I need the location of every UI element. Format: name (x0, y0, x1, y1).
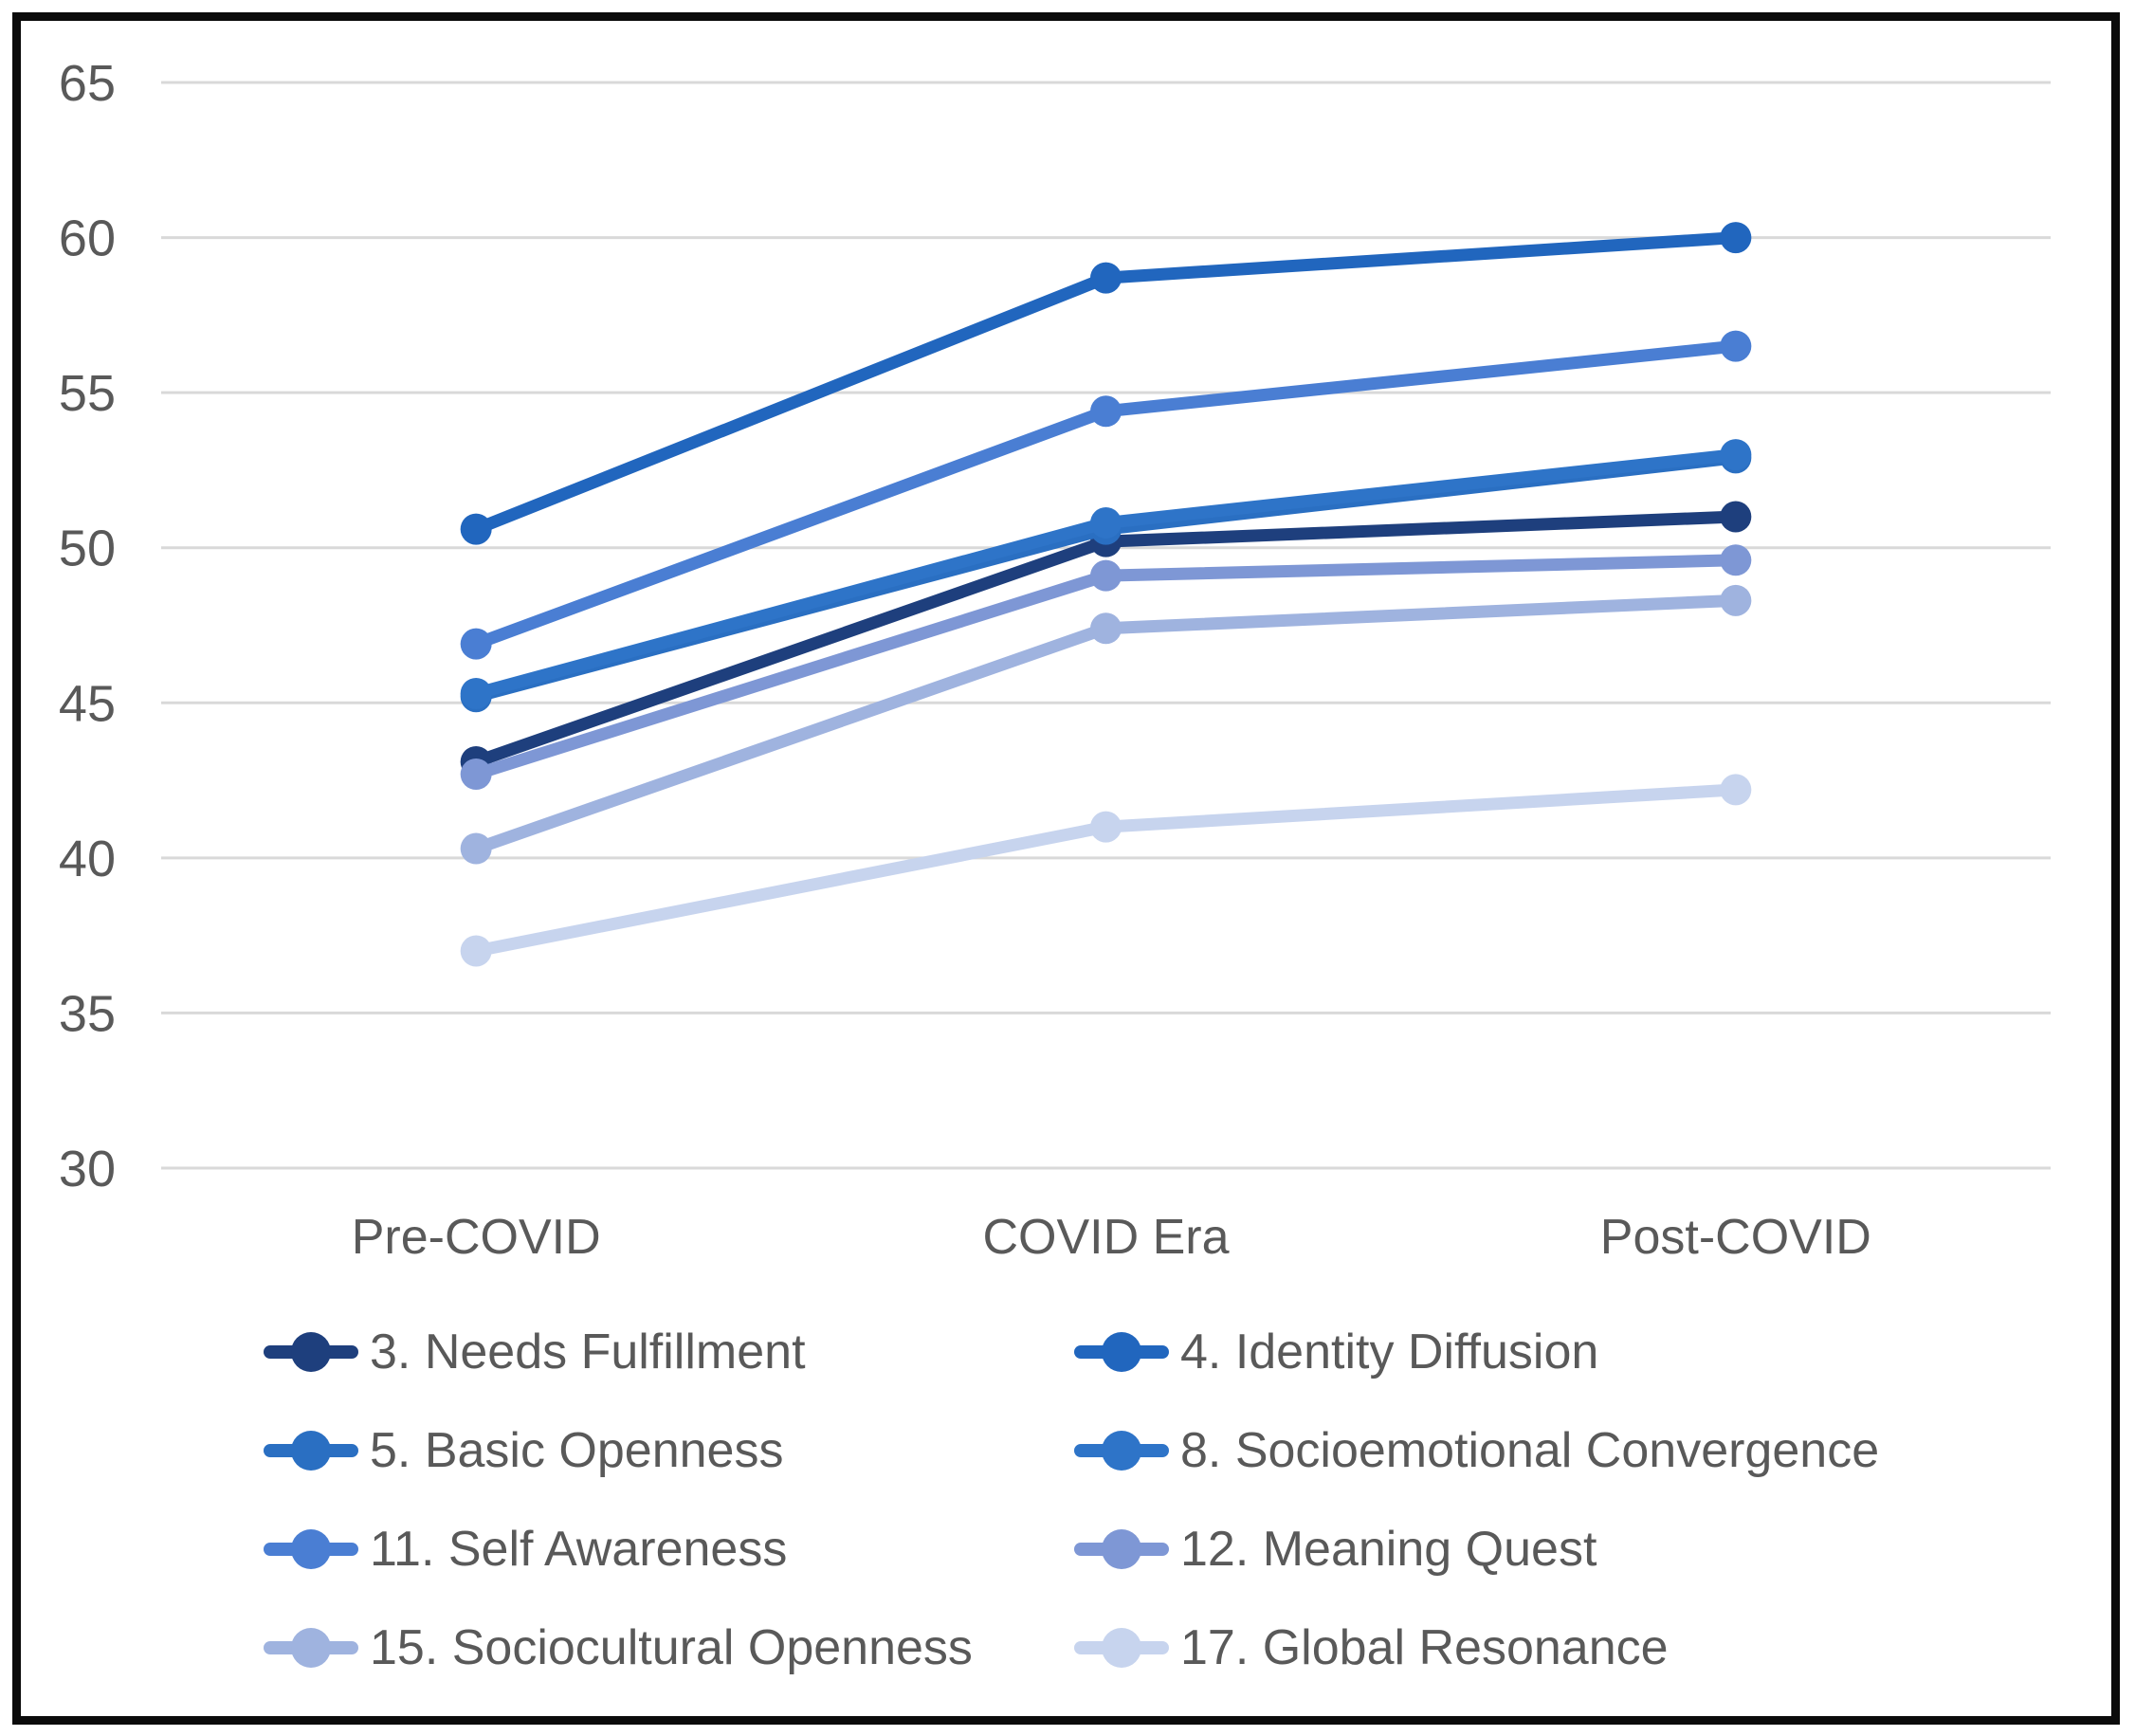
x-axis-label: Pre-COVID (352, 1210, 601, 1265)
y-tick-label: 30 (59, 1141, 116, 1197)
y-tick-label: 50 (59, 521, 116, 577)
data-point (1090, 507, 1122, 539)
y-tick-label: 65 (59, 55, 116, 112)
series-line-6 (469, 554, 1743, 781)
data-point (460, 935, 492, 967)
data-point (460, 758, 492, 791)
data-point (460, 513, 492, 545)
data-point (1090, 262, 1122, 294)
series-line-5 (469, 339, 1743, 650)
data-point (1720, 774, 1752, 806)
data-point (1090, 811, 1122, 843)
data-point (460, 628, 492, 660)
data-point (1090, 559, 1122, 592)
x-axis-label: COVID Era (982, 1210, 1229, 1265)
y-tick-label: 60 (59, 210, 116, 267)
y-tick-label: 55 (59, 365, 116, 422)
data-point (460, 832, 492, 865)
y-tick-label: 45 (59, 675, 116, 732)
data-point (1090, 395, 1122, 428)
data-point (1720, 222, 1752, 254)
data-point (1090, 612, 1122, 645)
data-point (1720, 544, 1752, 576)
x-axis-label: Post-COVID (1600, 1210, 1871, 1265)
data-point (1720, 439, 1752, 471)
data-point (1720, 330, 1752, 362)
data-point (1720, 584, 1752, 616)
data-point (460, 677, 492, 709)
y-tick-label: 35 (59, 985, 116, 1042)
y-tick-label: 40 (59, 831, 116, 887)
data-point (1720, 501, 1752, 533)
